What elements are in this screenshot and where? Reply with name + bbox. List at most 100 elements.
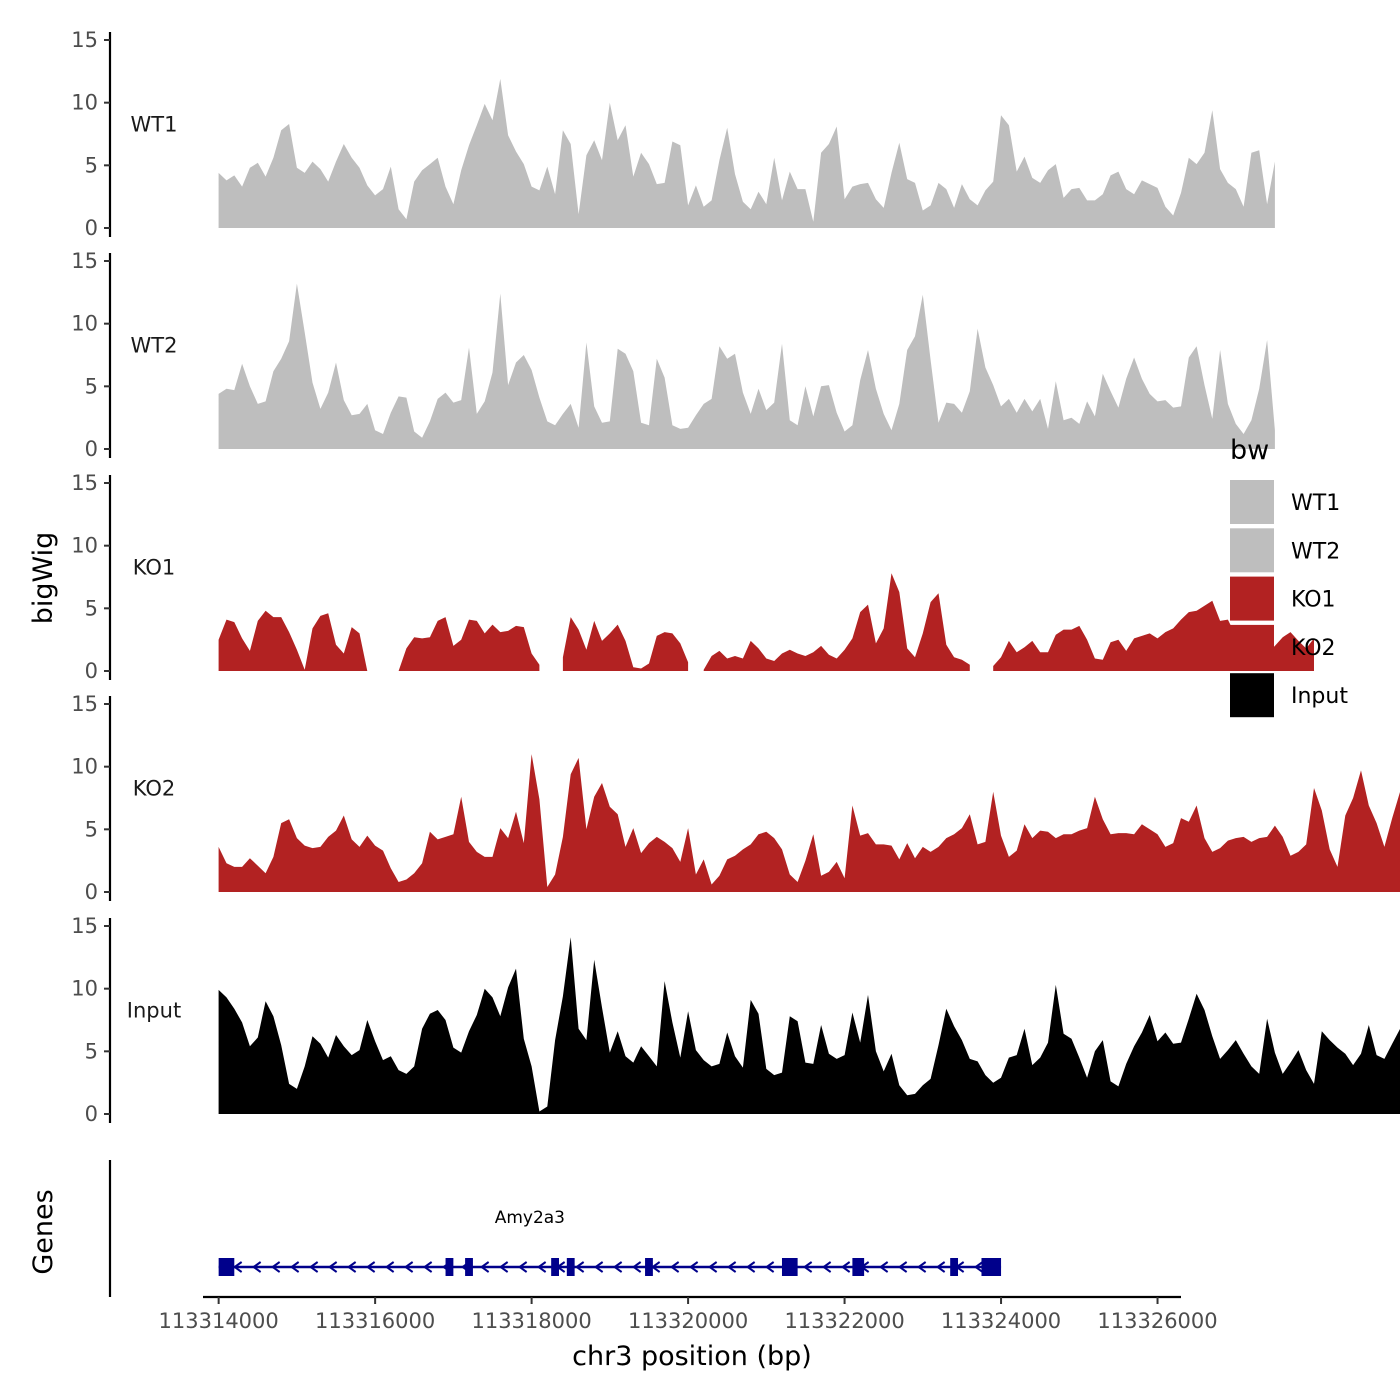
- track-label-ko2: KO2: [133, 777, 176, 801]
- area-input: [218, 937, 1400, 1114]
- strand-arrow: [517, 1261, 528, 1273]
- legend-swatch-wt2: [1230, 528, 1274, 573]
- y-axis-title: bigWig: [28, 532, 59, 625]
- legend-title: bw: [1230, 435, 1269, 466]
- track-label-input: Input: [127, 999, 181, 1023]
- legend-label-ko2: KO2: [1291, 636, 1336, 661]
- y-tick-label: 10: [71, 755, 98, 779]
- x-tick-label: 113316000: [315, 1309, 435, 1333]
- x-tick-label: 113318000: [471, 1309, 591, 1333]
- y-tick-label: 10: [71, 534, 98, 558]
- strand-arrow: [669, 1261, 680, 1273]
- strand-arrow: [631, 1261, 642, 1273]
- y-tick-label: 10: [71, 977, 98, 1001]
- exon: [551, 1258, 559, 1276]
- legend-swatch-ko2: [1230, 624, 1274, 669]
- strand-arrow: [726, 1261, 737, 1273]
- area-wt1: [218, 78, 1275, 229]
- y-tick-label: 5: [85, 817, 98, 841]
- strand-arrow: [327, 1261, 338, 1273]
- exon: [566, 1258, 575, 1276]
- exon: [852, 1258, 865, 1276]
- bigwig-tracks: 0 5 10 15 WT1 0 5 10 15 WT2 0 5 10 15 KO1 0 5 10 15 KO2 0 5 10…: [71, 28, 1400, 1126]
- track-wt1: 0 5 10 15 WT1: [71, 28, 1275, 240]
- strand-arrow: [612, 1261, 623, 1273]
- strand-arrow: [593, 1261, 604, 1273]
- y-tick-label: 5: [85, 153, 98, 177]
- strand-arrow: [403, 1261, 414, 1273]
- exon: [781, 1258, 798, 1276]
- strand-arrow: [498, 1261, 509, 1273]
- y-tick-label: 15: [71, 914, 98, 938]
- y-tick-label: 15: [71, 692, 98, 716]
- strand-arrow: [308, 1261, 319, 1273]
- strand-arrow: [764, 1261, 775, 1273]
- strand-arrow: [251, 1261, 262, 1273]
- gene-name-label: Amy2a3: [495, 1208, 565, 1228]
- y-tick-label: 0: [85, 1102, 98, 1126]
- y-tick-label: 15: [71, 28, 98, 52]
- legend-label-wt1: WT1: [1291, 491, 1340, 516]
- exon: [950, 1258, 959, 1276]
- y-tick-label: 0: [85, 659, 98, 683]
- strand-arrow: [707, 1261, 718, 1273]
- strand-arrow: [973, 1261, 984, 1273]
- y-tick-label: 10: [71, 312, 98, 336]
- strand-arrow: [574, 1261, 585, 1273]
- y-tick-label: 5: [85, 1039, 98, 1063]
- track-label-ko1: KO1: [133, 556, 176, 580]
- y-tick-label: 15: [71, 249, 98, 273]
- track-input: 0 5 10 15 Input: [71, 914, 1400, 1126]
- x-tick-label: 113322000: [784, 1309, 904, 1333]
- area-wt2: [218, 283, 1275, 449]
- strand-arrow: [897, 1261, 908, 1273]
- exon: [218, 1258, 235, 1276]
- strand-arrow: [270, 1261, 281, 1273]
- x-tick-label: 113324000: [941, 1309, 1061, 1333]
- y-tick-label: 0: [85, 437, 98, 461]
- strand-arrow: [802, 1261, 813, 1273]
- x-tick-label: 113314000: [159, 1309, 279, 1333]
- legend-swatch-wt1: [1230, 480, 1274, 524]
- x-axis: 113314000 113316000 113318000 113320000 1133…: [159, 1295, 1218, 1333]
- exon: [645, 1258, 653, 1276]
- strand-arrow: [840, 1261, 851, 1273]
- x-tick-label: 113320000: [628, 1309, 748, 1333]
- legend-label-ko1: KO1: [1291, 588, 1336, 613]
- strand-arrow: [422, 1261, 433, 1273]
- track-label-wt1: WT1: [131, 113, 178, 137]
- y-tick-label: 5: [85, 596, 98, 620]
- track-label-wt2: WT2: [131, 334, 178, 358]
- area-ko2: [218, 754, 1400, 892]
- y-tick-label: 10: [71, 91, 98, 115]
- strand-arrow: [289, 1261, 300, 1273]
- track-wt2: 0 5 10 15 WT2: [71, 249, 1275, 461]
- strand-arrow: [878, 1261, 889, 1273]
- strand-arrow: [365, 1261, 376, 1273]
- strand-arrow: [232, 1261, 243, 1273]
- legend-label-input: Input: [1291, 684, 1348, 709]
- area-ko1: [218, 573, 1315, 671]
- legend-label-wt2: WT2: [1291, 539, 1340, 564]
- exon: [465, 1258, 473, 1276]
- strand-arrow: [688, 1261, 699, 1273]
- strand-arrow: [745, 1261, 756, 1273]
- strand-arrow: [384, 1261, 395, 1273]
- track-ko2: 0 5 10 15 KO2: [71, 692, 1400, 904]
- y-tick-label: 15: [71, 471, 98, 495]
- gene-track-title: Genes: [28, 1189, 59, 1274]
- y-tick-label: 0: [85, 216, 98, 240]
- strand-arrow: [916, 1261, 927, 1273]
- strand-arrow: [821, 1261, 832, 1273]
- track-ko1: 0 5 10 15 KO1: [71, 471, 1315, 683]
- x-axis-title: chr3 position (bp): [572, 1341, 812, 1372]
- exon: [445, 1258, 454, 1276]
- exon: [981, 1258, 1002, 1276]
- strand-arrow: [346, 1261, 357, 1273]
- legend-swatch-ko1: [1230, 576, 1274, 621]
- x-tick-label: 113326000: [1097, 1309, 1217, 1333]
- legend: bw WT1 WT2 KO1 KO2 Input: [1230, 435, 1348, 718]
- gene-track: Amy2a3: [108, 1160, 1002, 1297]
- strand-arrow: [935, 1261, 946, 1273]
